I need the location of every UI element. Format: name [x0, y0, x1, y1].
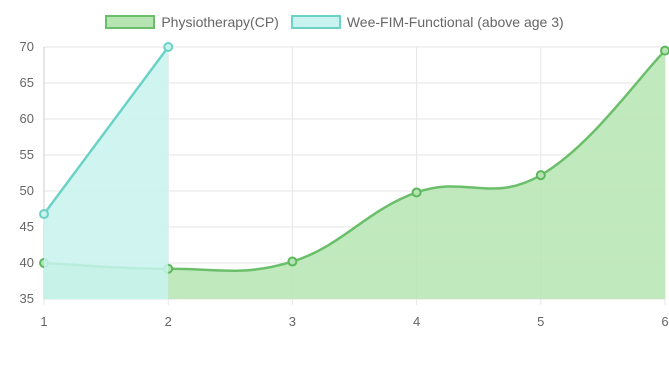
y-tick-label: 55	[20, 147, 34, 162]
legend-swatch-wee-fim	[290, 15, 341, 29]
y-tick-label: 70	[20, 39, 34, 54]
y-tick-label: 35	[20, 291, 34, 306]
chart-legend: Physiotherapy(CP) Wee-FIM-Functional (ab…	[0, 14, 669, 30]
y-tick-label: 45	[20, 219, 34, 234]
data-point-physiotherapy	[287, 256, 298, 267]
y-tick-label: 60	[20, 111, 34, 126]
data-point-physiotherapy	[535, 170, 546, 181]
data-point-wee-fim	[163, 42, 174, 52]
legend-item-physiotherapy[interactable]: Physiotherapy(CP)	[105, 14, 279, 30]
x-tick-label: 1	[40, 314, 47, 329]
series-area-physiotherapy	[44, 50, 665, 299]
data-point-wee-fim	[39, 209, 49, 220]
y-tick-label: 65	[20, 75, 34, 90]
data-point-physiotherapy	[411, 187, 422, 198]
data-point-physiotherapy	[660, 45, 669, 56]
legend-label-physiotherapy: Physiotherapy(CP)	[161, 14, 279, 30]
x-tick-label: 2	[165, 314, 172, 329]
x-tick-label: 4	[413, 314, 420, 329]
y-tick-label: 40	[20, 255, 34, 270]
y-tick-label: 50	[20, 183, 34, 198]
legend-swatch-physiotherapy	[105, 15, 156, 29]
x-tick-label: 5	[537, 314, 544, 329]
legend-item-wee-fim[interactable]: Wee-FIM-Functional (above age 3)	[290, 14, 564, 30]
x-tick-label: 3	[289, 314, 296, 329]
x-tick-label: 6	[661, 314, 668, 329]
series-area-wee-fim	[44, 47, 169, 299]
legend-label-wee-fim: Wee-FIM-Functional (above age 3)	[346, 14, 564, 30]
series-line-wee-fim	[42, 46, 170, 215]
